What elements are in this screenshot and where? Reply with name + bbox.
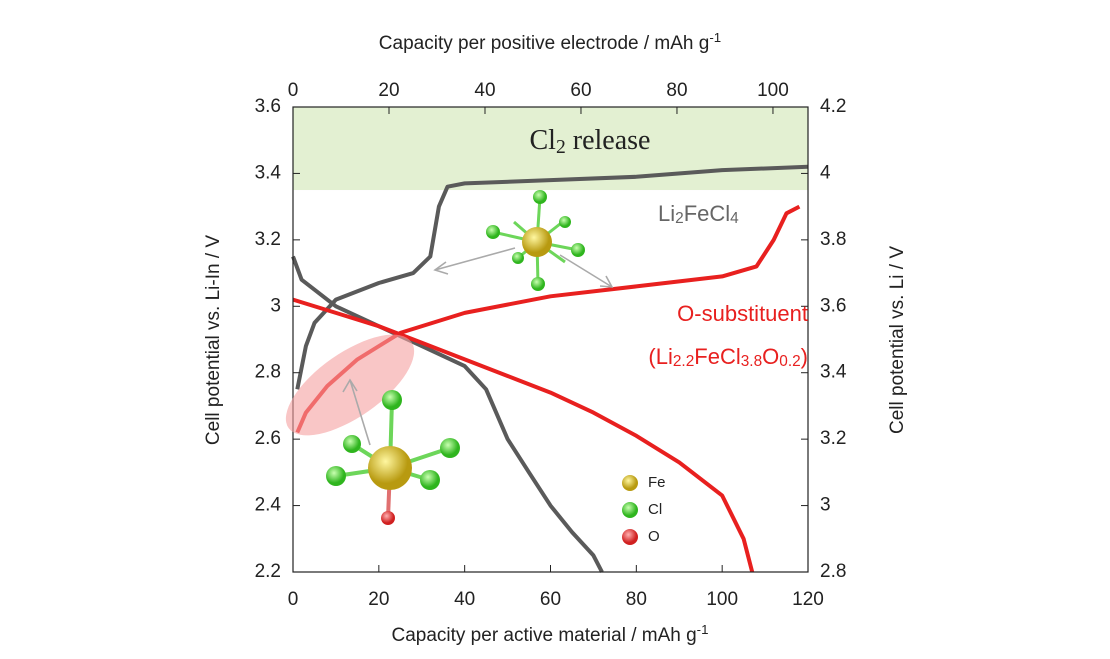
script: 4 [730,210,739,227]
molecule-upper [486,190,585,291]
y2-tick-label: 2.8 [820,561,846,582]
y2-tick-label: 3.2 [820,428,846,449]
band-label: Cl2 release [530,125,651,157]
y-tick-label: 3 [270,295,281,316]
y2-tick-label: 4 [820,162,831,183]
x-tick-label: 40 [454,589,475,610]
x2-tick-label: 100 [757,80,789,101]
script: 0.2 [779,353,800,370]
text-part: release [566,125,651,156]
script: 2.2 [673,353,694,370]
y2-tick-label: 3 [820,495,831,516]
text-part: O-substituent [677,301,808,326]
script: -1 [697,622,709,637]
atom-label: Fe [648,474,666,491]
annotation: O-substituent [677,301,808,326]
x2-tick-label: 80 [666,80,687,101]
text-part: Li [658,201,675,226]
script: 2 [675,210,684,227]
atom-marker [622,502,638,518]
arrows [342,247,614,446]
y2-tick-label: 3.6 [820,295,846,316]
atom-marker [622,475,638,491]
x2-tick-label: 40 [474,80,495,101]
x2-axis-title: Capacity per positive electrode / mAh g-… [379,30,721,54]
atom-label: O [648,528,660,545]
text-part: Capacity per positive electrode / mAh g [379,33,710,54]
y2-tick-label: 3.4 [820,362,847,383]
atom-label: Cl [648,501,662,518]
text-part: (Li [648,344,672,369]
shaded-region [293,107,808,191]
script: 3.8 [741,353,762,370]
y-tick-label: 2.6 [255,428,281,449]
x2-tick-label: 60 [570,80,591,101]
x-tick-label: 120 [792,589,824,610]
x-axis-title: Capacity per active material / mAh g-1 [391,622,708,646]
text-part: FeCl [684,201,730,226]
x-tick-label: 80 [626,589,647,610]
y2-tick-label: 3.8 [820,229,846,250]
data-line [291,255,604,573]
data-line [295,164,809,390]
annotation: Li2FeCl4 [658,201,739,227]
y-axis-title: Cell potential vs. Li-In / V [203,235,224,445]
y-tick-label: 3.2 [255,229,281,250]
x2-tick-label: 0 [288,80,299,101]
molecule-lower [326,390,460,525]
highlight [285,334,415,436]
text-part: Capacity per active material / mAh g [391,625,696,646]
y-tick-label: 2.4 [255,495,282,516]
text-part: Cl [530,125,557,156]
x-tick-label: 20 [368,589,389,610]
script: 2 [556,137,566,158]
x2-tick-label: 20 [378,80,399,101]
text-part: O [762,344,779,369]
x-tick-label: 60 [540,589,561,610]
text-part: FeCl [694,344,740,369]
y-tick-label: 2.8 [255,362,281,383]
y-tick-label: 3.6 [255,96,281,117]
y-tick-label: 3.4 [255,162,282,183]
annotation: (Li2.2FeCl3.8O0.2) [648,344,808,370]
y2-axis-title: Cell potential vs. Li / V [887,246,908,434]
x-tick-label: 0 [288,589,299,610]
y2-tick-label: 4.2 [820,96,846,117]
atom-marker [622,529,638,545]
data-line [292,297,755,573]
script: -1 [709,30,721,45]
text-part: ) [801,344,808,369]
y-tick-label: 2.2 [255,561,281,582]
x-tick-label: 100 [706,589,738,610]
